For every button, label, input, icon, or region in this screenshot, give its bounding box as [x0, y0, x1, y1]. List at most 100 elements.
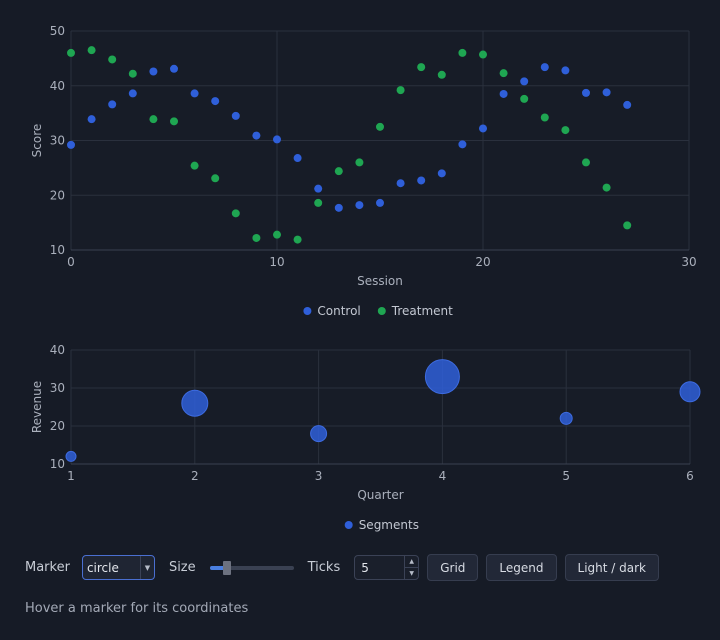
data-point-control[interactable] [252, 131, 261, 140]
data-point-treatment[interactable] [499, 69, 508, 78]
legend: Control Treatment [303, 304, 453, 318]
spin-up-icon[interactable]: ▲ [409, 558, 415, 565]
legend-label-segments[interactable]: Segments [359, 518, 419, 532]
data-point-treatment[interactable] [417, 63, 426, 72]
legend-toggle-button[interactable]: Legend [486, 554, 557, 581]
ticks-value: 5 [361, 560, 369, 575]
data-point-segments[interactable] [310, 425, 328, 443]
data-point-control[interactable] [128, 89, 137, 98]
data-point-control[interactable] [540, 63, 549, 72]
x-tick-label: 3 [315, 469, 323, 483]
data-point-control[interactable] [67, 140, 75, 149]
data-point-treatment[interactable] [231, 209, 240, 218]
data-point-control[interactable] [376, 198, 384, 207]
data-point-control[interactable] [458, 140, 467, 149]
data-point-control[interactable] [293, 154, 302, 163]
data-point-segments[interactable] [679, 381, 701, 403]
marker-select-value: circle [86, 560, 119, 575]
x-tick-label: 20 [475, 255, 490, 269]
ticks-stepper: ▲ ▼ [404, 556, 419, 579]
legend-label-control[interactable]: Control [317, 304, 360, 318]
size-slider-fill [209, 565, 227, 570]
theme-toggle-button[interactable]: Light / dark [564, 554, 659, 581]
status-text: Hover a marker for its coordinates [25, 601, 249, 616]
x-tick-label: 6 [686, 469, 694, 483]
data-point-control[interactable] [479, 124, 487, 133]
data-point-control[interactable] [582, 88, 590, 97]
y-tick-label: 10 [50, 243, 65, 257]
x-tick-label: 30 [681, 255, 696, 269]
data-point-treatment[interactable] [67, 48, 75, 57]
spin-down-icon[interactable]: ▼ [405, 567, 419, 579]
data-point-treatment[interactable] [540, 113, 549, 122]
data-point-control[interactable] [149, 67, 158, 76]
data-point-control[interactable] [623, 100, 632, 109]
data-point-treatment[interactable] [252, 233, 261, 242]
data-point-treatment[interactable] [376, 122, 384, 131]
data-point-treatment[interactable] [149, 115, 158, 124]
y-tick-label: 30 [50, 134, 65, 148]
data-point-control[interactable] [211, 97, 220, 106]
data-point-treatment[interactable] [396, 86, 405, 95]
y-tick-label: 30 [50, 381, 65, 395]
y-tick-label: 20 [50, 419, 65, 433]
y-axis-label: Revenue [30, 381, 44, 433]
x-tick-label: 5 [562, 469, 570, 483]
data-point-control[interactable] [334, 203, 343, 212]
data-point-segments[interactable] [559, 411, 573, 425]
data-point-control[interactable] [602, 88, 611, 97]
data-point-control[interactable] [520, 77, 529, 86]
data-point-treatment[interactable] [582, 158, 590, 167]
data-point-treatment[interactable] [314, 198, 323, 207]
data-point-treatment[interactable] [334, 167, 343, 176]
data-point-control[interactable] [190, 89, 199, 98]
data-point-treatment[interactable] [561, 126, 570, 135]
legend-label-treatment[interactable]: Treatment [391, 304, 453, 318]
x-tick-label: 10 [269, 255, 284, 269]
data-point-treatment[interactable] [458, 48, 467, 57]
data-point-segments[interactable] [65, 450, 77, 462]
data-point-treatment[interactable] [479, 50, 487, 59]
grid-toggle-button[interactable]: Grid [427, 554, 479, 581]
marker-select[interactable]: circle ▼ [81, 555, 155, 580]
data-point-treatment[interactable] [437, 70, 446, 79]
data-point-control[interactable] [437, 169, 446, 178]
marker-label: Marker [25, 560, 70, 575]
data-point-control[interactable] [499, 89, 508, 98]
data-point-treatment[interactable] [293, 235, 302, 244]
data-point-treatment[interactable] [211, 174, 220, 183]
data-point-control[interactable] [355, 201, 364, 210]
data-point-control[interactable] [273, 135, 281, 144]
data-point-treatment[interactable] [108, 55, 117, 64]
x-tick-label: 0 [67, 255, 75, 269]
data-point-treatment[interactable] [190, 161, 199, 170]
data-point-control[interactable] [170, 64, 178, 73]
data-point-control[interactable] [314, 184, 323, 193]
data-point-control[interactable] [231, 111, 240, 120]
data-point-treatment[interactable] [128, 69, 137, 78]
x-axis-label: Session [357, 274, 403, 288]
data-point-treatment[interactable] [355, 158, 364, 167]
data-point-control[interactable] [87, 115, 96, 124]
x-tick-label: 1 [67, 469, 75, 483]
size-slider-thumb[interactable] [223, 560, 232, 575]
ticks-label: Ticks [307, 560, 341, 575]
data-point-control[interactable] [108, 100, 117, 109]
data-point-control[interactable] [396, 179, 405, 188]
data-point-control[interactable] [561, 66, 570, 75]
size-slider[interactable] [209, 560, 294, 575]
ticks-spinbox[interactable]: 5 ▲ ▼ [354, 555, 420, 580]
data-point-control[interactable] [417, 176, 426, 185]
data-point-treatment[interactable] [87, 46, 96, 55]
data-point-treatment[interactable] [273, 230, 281, 239]
data-point-treatment[interactable] [520, 94, 529, 103]
data-point-treatment[interactable] [623, 221, 632, 230]
x-tick-label: 2 [191, 469, 199, 483]
data-point-treatment[interactable] [170, 117, 178, 126]
data-point-treatment[interactable] [602, 183, 611, 192]
data-point-segments[interactable] [181, 389, 209, 417]
legend-marker-segments [344, 521, 353, 529]
data-point-segments[interactable] [424, 359, 460, 395]
legend: Segments [344, 518, 419, 532]
controls-bar: Marker circle ▼ Size Ticks 5 ▲ ▼ Grid Le… [25, 553, 667, 582]
